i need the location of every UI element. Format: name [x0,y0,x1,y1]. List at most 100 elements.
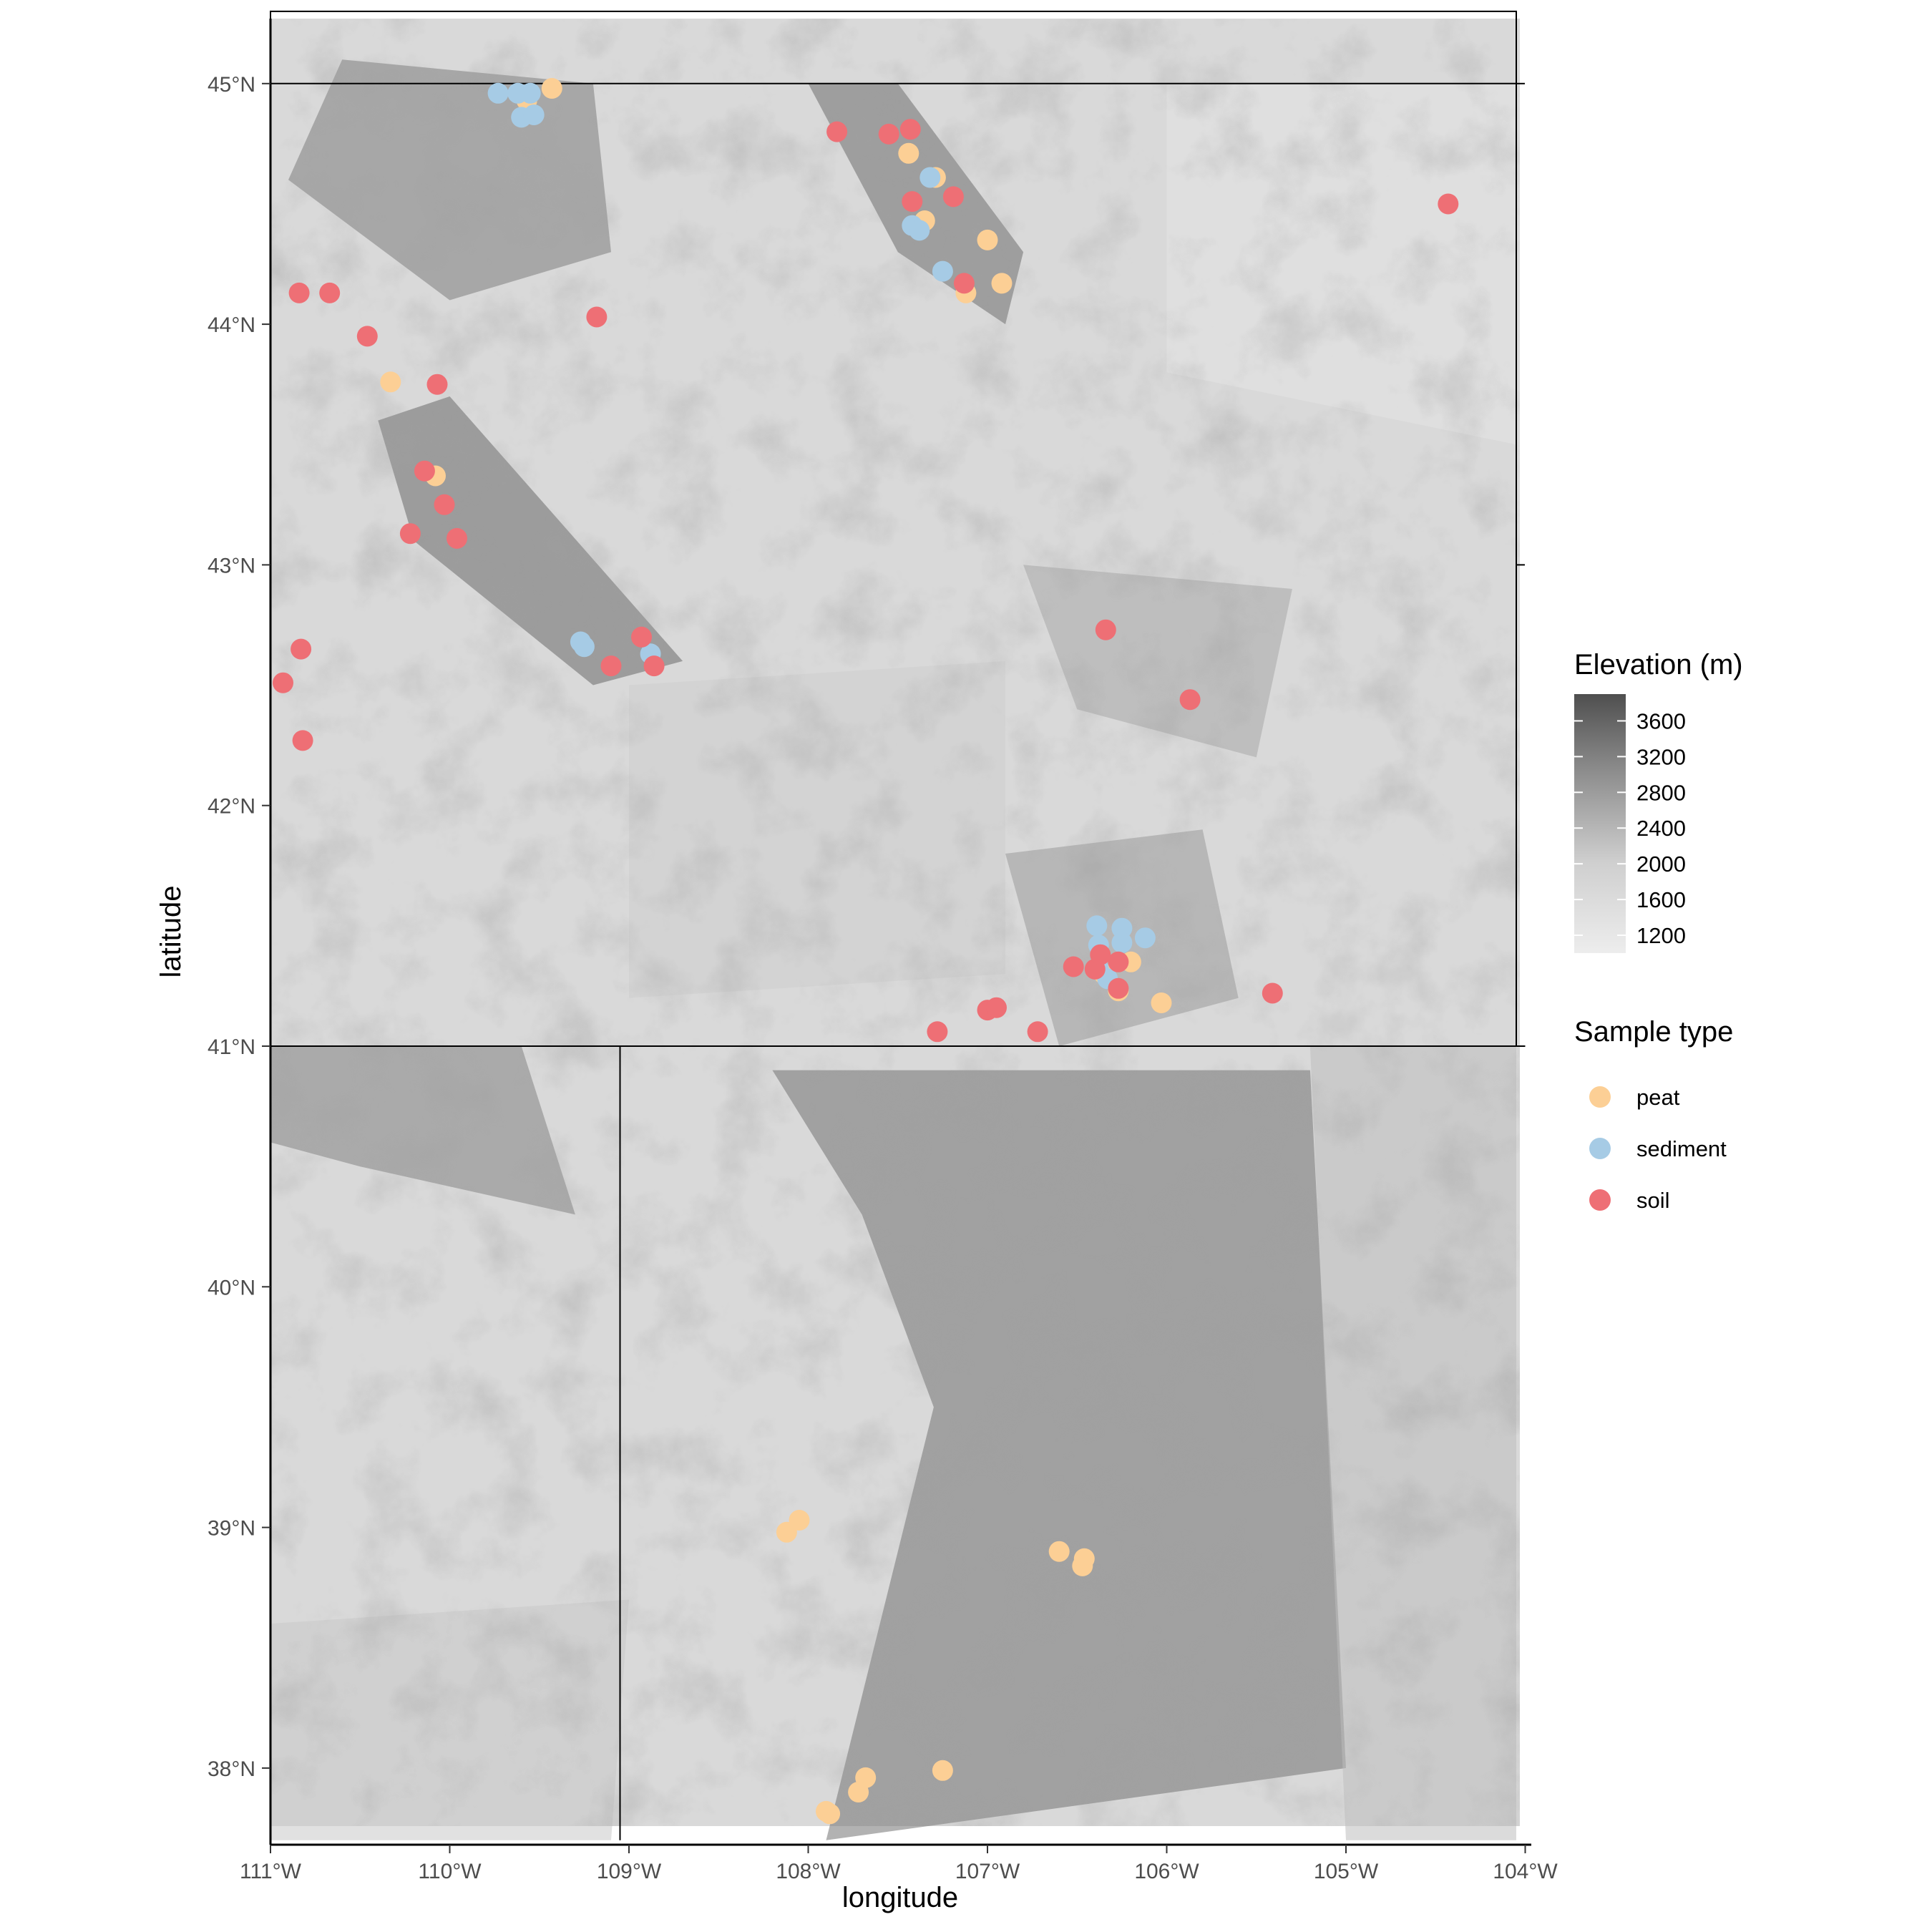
soil-point-12 [426,374,448,395]
elevation-break-label: 3600 [1636,708,1686,733]
soil-point-17 [631,626,652,648]
soil-point-30 [1262,982,1283,1004]
x-tick-label: 111°W [240,1860,302,1883]
y-tick-label: 40°N [208,1276,255,1299]
soil-point-10 [356,326,378,347]
elevation-colorbar [1574,694,1626,953]
soil-point-16 [447,527,467,549]
y-tick-label: 41°N [208,1035,255,1059]
soil-point-34 [1027,1021,1048,1043]
elevation-breaks: 3600 3200 2800 2400 2000 1600 1200 [1574,708,1686,948]
soil-point-21 [273,672,293,693]
y-tick-label: 45°N [208,73,255,97]
legend-key-soil [1589,1189,1611,1211]
peat-point-17 [1048,1541,1070,1562]
soil-point-8 [288,282,310,303]
sediment-point-14 [1111,917,1133,939]
y-tick-label: 38°N [208,1757,255,1781]
peat-point-24 [816,1800,836,1822]
y-ticks: 38°N 39°N 40°N 41°N 42°N 43°N 44°N 45°N [208,73,270,1781]
sediment-point-5 [523,104,545,125]
sediment-point-13 [1086,915,1108,937]
soil-point-11 [586,306,608,328]
peat-point-16 [789,1510,810,1531]
y-tick-label: 39°N [208,1517,255,1541]
legend-key-sediment [1589,1138,1611,1159]
x-tick-label: 106°W [1134,1860,1199,1883]
sediment-point-6 [919,167,941,188]
elevation-break-label: 2800 [1636,780,1686,805]
legend-key-peat [1589,1086,1611,1108]
y-tick-label: 43°N [208,554,255,577]
elevation-break-label: 2000 [1636,852,1686,877]
soil-point-7 [1438,193,1459,215]
sediment-point-9 [932,260,953,282]
sample-points [273,78,1459,1825]
legend-label-soil: soil [1636,1188,1670,1213]
soil-point-14 [434,494,455,515]
soil-point-15 [399,523,421,545]
soil-point-3 [899,119,921,140]
sediment-point-11 [573,636,595,658]
x-tick-label: 108°W [776,1860,841,1883]
axes: 111°W 110°W 109°W 108°W 107°W 106°W 105°W 104°W… [155,19,1558,1913]
peat-point-6 [977,229,998,250]
sediment-point-3 [519,82,541,104]
soil-point-18 [600,655,622,677]
sediment-point-8 [909,220,930,241]
peat-point-9 [380,371,401,393]
peat-point-7 [991,273,1013,294]
legend-label-sediment: sediment [1636,1136,1727,1161]
x-tick-label: 105°W [1314,1860,1379,1883]
soil-point-32 [986,997,1007,1018]
peat-point-12 [1151,992,1172,1013]
peat-point-22 [848,1782,869,1802]
soil-point-5 [942,186,964,208]
soil-point-27 [1090,944,1111,965]
peat-point-3 [898,142,919,164]
soil-point-13 [414,460,435,482]
soil-point-33 [927,1021,948,1043]
x-tick-label: 107°W [955,1860,1020,1883]
elevation-legend: Elevation (m) 3600 3200 2800 2400 2000 1600 12… [1574,649,1743,953]
x-tick-label: 109°W [597,1860,662,1883]
sample-legend-entries: peat sediment soil [1589,1085,1727,1213]
elevation-break-label: 1600 [1636,887,1686,912]
elevation-legend-title: Elevation (m) [1574,649,1743,680]
soil-point-4 [902,191,923,213]
y-tick-label: 44°N [208,313,255,337]
terrain-texture [270,19,1520,1826]
elevation-break-label: 3200 [1636,744,1686,769]
x-tick-label: 110°W [418,1860,482,1883]
sediment-point-15 [1134,927,1156,949]
peat-point-19 [1073,1548,1095,1569]
peat-point-1 [541,78,562,99]
soil-point-9 [319,282,341,303]
elevation-raster [270,19,1520,1840]
sediment-point-1 [487,82,509,104]
soil-point-23 [1095,619,1116,640]
y-axis-title: latitude [155,886,187,978]
peat-point-20 [932,1760,953,1781]
legend-label-peat: peat [1636,1085,1680,1110]
sediment-point-17 [1111,932,1133,953]
soil-point-22 [292,730,313,751]
soil-point-1 [826,121,848,142]
soil-point-2 [878,123,899,145]
soil-point-25 [1063,956,1084,977]
sample-legend-title: Sample type [1574,1016,1733,1048]
soil-point-28 [1108,951,1129,972]
y-tick-label: 42°N [208,795,255,819]
soil-point-19 [643,655,665,677]
elevation-break-label: 1200 [1636,923,1686,948]
soil-point-20 [291,638,312,660]
x-axis-title: longitude [842,1882,958,1913]
soil-point-24 [1179,689,1201,711]
soil-point-29 [1108,977,1129,999]
soil-point-6 [953,273,975,294]
x-ticks: 111°W 110°W 109°W 108°W 107°W 106°W 105°W 104°W [240,1845,1558,1883]
elevation-break-label: 2400 [1636,816,1686,841]
x-tick-label: 104°W [1493,1860,1558,1883]
sample-type-legend: Sample type peat sediment soil [1574,1016,1733,1213]
